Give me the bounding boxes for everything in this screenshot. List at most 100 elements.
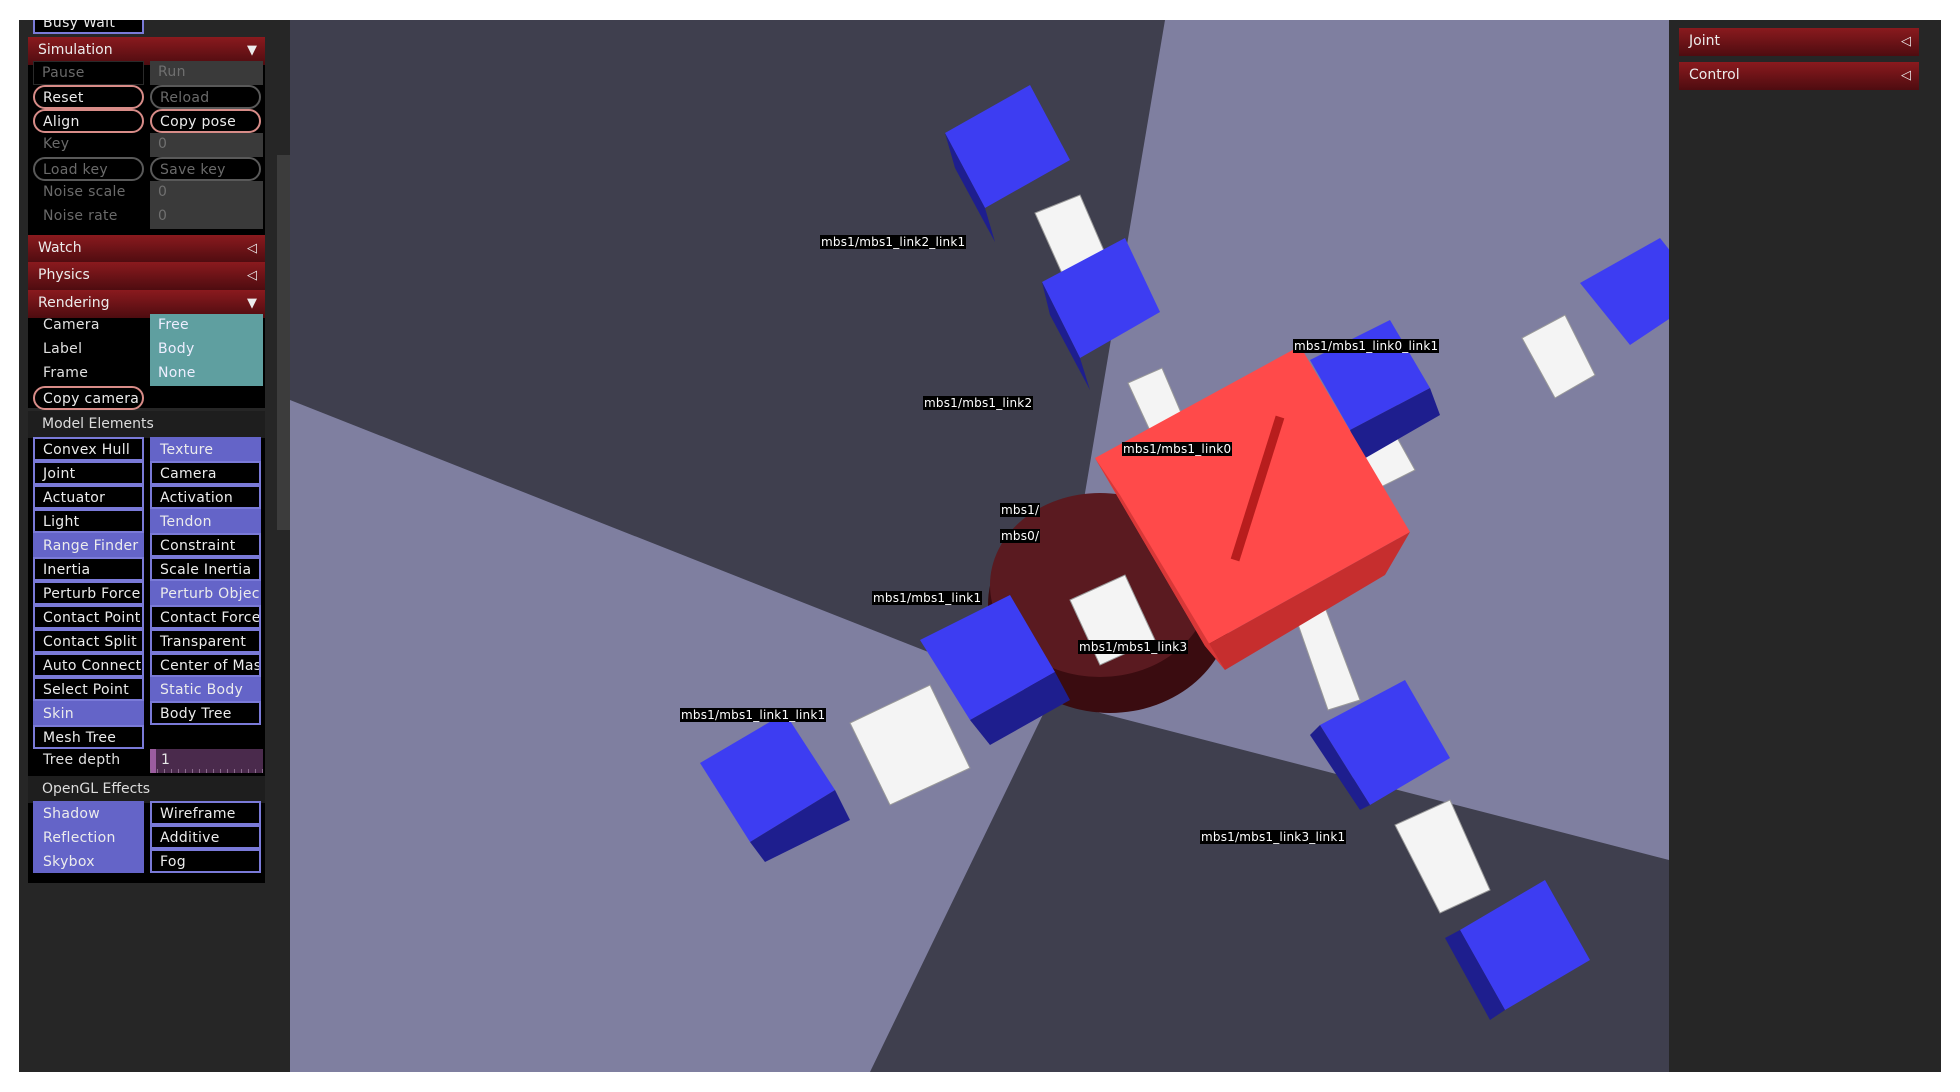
label-link1: mbs1/mbs1_link1: [872, 591, 983, 605]
align-button[interactable]: Align: [33, 109, 144, 133]
reset-button[interactable]: Reset: [33, 85, 144, 109]
label-link3: mbs1/mbs1_link3: [1078, 640, 1189, 654]
toggle-shadow[interactable]: Shadow: [33, 801, 144, 825]
label-center2: mbs0/: [1000, 529, 1041, 543]
toggle-static-body[interactable]: Static Body: [150, 677, 261, 701]
watch-title: Watch: [38, 240, 82, 256]
toggle-joint[interactable]: Joint: [33, 461, 144, 485]
left-panel-scrollbar[interactable]: [277, 155, 290, 530]
toggle-auto-connect[interactable]: Auto Connect: [33, 653, 144, 677]
triangle-left-icon: ◁: [1901, 68, 1911, 83]
model-elements-header: Model Elements: [28, 411, 265, 438]
toggle-select-point[interactable]: Select Point: [33, 677, 144, 701]
mujoco-window: Busy Wait Simulation ▼ Pause Run Reset R…: [19, 20, 1941, 1072]
rod-lower-right-outer: [1394, 799, 1491, 914]
toggle-reflection[interactable]: Reflection: [33, 825, 144, 849]
label-link3-link1: mbs1/mbs1_link3_link1: [1200, 830, 1347, 844]
control-title: Control: [1689, 67, 1740, 83]
label-link0: mbs1/mbs1_link0: [1122, 442, 1233, 456]
toggle-tendon[interactable]: Tendon: [150, 509, 261, 533]
joint-section-header[interactable]: Joint ◁: [1679, 28, 1919, 56]
key-label: Key: [43, 136, 70, 152]
toggle-fog[interactable]: Fog: [150, 849, 261, 873]
toggle-constraint[interactable]: Constraint: [150, 533, 261, 557]
toggle-perturb-objec[interactable]: Perturb Objec: [150, 581, 261, 605]
simulation-title: Simulation: [38, 42, 113, 58]
load-key-button[interactable]: Load key: [33, 157, 144, 181]
box-link1: [920, 595, 1055, 720]
tree-depth-slider[interactable]: 1: [150, 749, 263, 773]
key-slider[interactable]: 0: [150, 133, 263, 157]
toggle-transparent[interactable]: Transparent: [150, 629, 261, 653]
3d-viewport[interactable]: mbs1/mbs1_link2_link1 mbs1/mbs1_link0_li…: [290, 20, 1669, 1072]
main-body: [1095, 346, 1410, 670]
noise-scale-label: Noise scale: [43, 184, 126, 200]
label-center1: mbs1/: [1000, 503, 1041, 517]
physics-section-header[interactable]: Physics ◁: [28, 262, 265, 290]
reload-button[interactable]: Reload: [150, 85, 261, 109]
joint-title: Joint: [1689, 33, 1720, 49]
box-link2: [1042, 238, 1160, 358]
noise-rate-label: Noise rate: [43, 208, 118, 224]
toggle-inertia[interactable]: Inertia: [33, 557, 144, 581]
scene-render[interactable]: [290, 20, 1669, 1072]
triangle-left-icon: ◁: [247, 268, 257, 283]
toggle-contact-split[interactable]: Contact Split: [33, 629, 144, 653]
body-tendon: [1230, 415, 1285, 562]
rod-upper-right-outer: [1521, 314, 1596, 399]
copy-pose-button[interactable]: Copy pose: [150, 109, 261, 133]
box-link3-link1: [1460, 880, 1590, 1010]
body-side-face: [1205, 532, 1410, 670]
camera-select[interactable]: Free: [150, 314, 263, 338]
pause-button[interactable]: Pause: [33, 61, 144, 85]
toggle-activation[interactable]: Activation: [150, 485, 261, 509]
frame-label: Frame: [43, 365, 89, 381]
toggle-camera[interactable]: Camera: [150, 461, 261, 485]
toggle-skybox[interactable]: Skybox: [33, 849, 144, 873]
box-link0-link1: [1580, 238, 1669, 345]
label-select[interactable]: Body: [150, 338, 263, 362]
triangle-down-icon: ▼: [247, 296, 257, 311]
run-button[interactable]: Run: [150, 61, 263, 85]
copy-camera-button[interactable]: Copy camera: [33, 386, 144, 410]
camera-label: Camera: [43, 317, 100, 333]
control-section-header[interactable]: Control ◁: [1679, 62, 1919, 90]
toggle-range-finder[interactable]: Range Finder: [33, 533, 144, 557]
frame-select[interactable]: None: [150, 362, 263, 386]
busy-wait-toggle[interactable]: Busy Wait: [33, 20, 144, 34]
toggle-wireframe[interactable]: Wireframe: [150, 801, 261, 825]
toggle-additive[interactable]: Additive: [150, 825, 261, 849]
toggle-center-of-mas[interactable]: Center of Mas: [150, 653, 261, 677]
label-link1-link1: mbs1/mbs1_link1_link1: [680, 708, 827, 722]
watch-section-header[interactable]: Watch ◁: [28, 235, 265, 263]
left-ui-panel: Busy Wait Simulation ▼ Pause Run Reset R…: [19, 20, 290, 1072]
toggle-mesh-tree[interactable]: Mesh Tree: [33, 725, 144, 749]
rendering-title: Rendering: [38, 295, 110, 311]
toggle-actuator[interactable]: Actuator: [33, 485, 144, 509]
box-link2-link1: [945, 85, 1070, 208]
rendering-section-header[interactable]: Rendering ▼: [28, 290, 265, 318]
tree-depth-value: 1: [161, 752, 171, 768]
noise-scale-slider[interactable]: 0: [150, 181, 263, 205]
slider-knob[interactable]: [150, 749, 156, 773]
triangle-left-icon: ◁: [247, 241, 257, 256]
toggle-contact-point[interactable]: Contact Point: [33, 605, 144, 629]
simulation-section-header[interactable]: Simulation ▼: [28, 37, 265, 65]
toggle-texture[interactable]: Texture: [150, 437, 261, 461]
toggle-body-tree[interactable]: Body Tree: [150, 701, 261, 725]
rod-lower-left-outer: [849, 684, 971, 806]
triangle-left-icon: ◁: [1901, 34, 1911, 49]
toggle-contact-force[interactable]: Contact Force: [150, 605, 261, 629]
toggle-light[interactable]: Light: [33, 509, 144, 533]
box-link3: [1320, 680, 1450, 805]
triangle-down-icon: ▼: [247, 43, 257, 58]
opengl-effects-header: OpenGL Effects: [28, 776, 265, 803]
physics-title: Physics: [38, 267, 90, 283]
toggle-convex-hull[interactable]: Convex Hull: [33, 437, 144, 461]
label-link0-link1: mbs1/mbs1_link0_link1: [1293, 339, 1440, 353]
noise-rate-slider[interactable]: 0: [150, 205, 263, 229]
toggle-perturb-force[interactable]: Perturb Force: [33, 581, 144, 605]
save-key-button[interactable]: Save key: [150, 157, 261, 181]
toggle-scale-inertia[interactable]: Scale Inertia: [150, 557, 261, 581]
toggle-skin[interactable]: Skin: [33, 701, 144, 725]
